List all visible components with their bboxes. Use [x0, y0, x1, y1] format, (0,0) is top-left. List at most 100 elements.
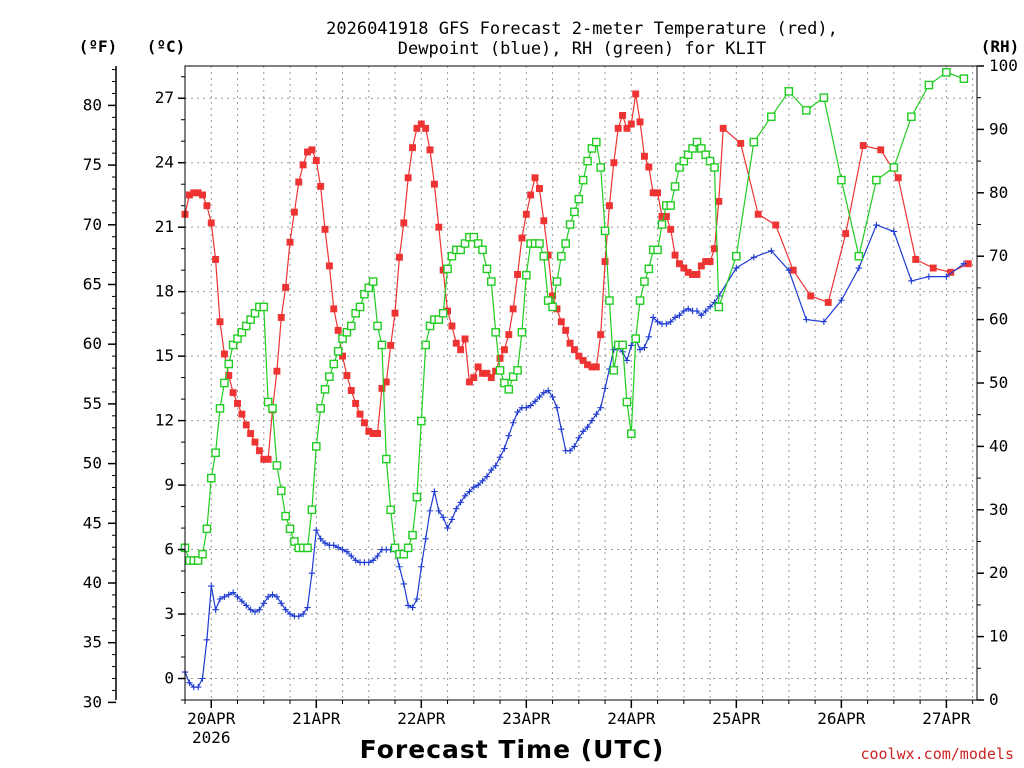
- relative-humidity-point: [508, 372, 518, 381]
- dewpoint-point: [566, 447, 574, 454]
- rh-tick-label: 30: [989, 500, 1008, 519]
- relative-humidity-point: [399, 549, 409, 559]
- relative-humidity-point: [211, 448, 220, 458]
- celsius-tick-label: 21: [155, 217, 174, 236]
- dewpoint-point: [514, 408, 521, 416]
- rh-tick-label: 100: [989, 56, 1018, 75]
- dewpoint-point: [960, 260, 968, 267]
- dewpoint-point: [330, 542, 337, 549]
- 2-meter-temperature-point: [295, 178, 303, 186]
- relative-humidity-point: [220, 378, 229, 388]
- relative-humidity-point: [491, 327, 500, 337]
- relative-humidity-point: [206, 473, 216, 483]
- 2-meter-temperature-point: [483, 369, 491, 377]
- celsius-tick-label: 27: [155, 88, 174, 107]
- dewpoint-point: [256, 606, 263, 613]
- dewpoint-point: [698, 312, 705, 319]
- relative-humidity-point: [959, 74, 969, 83]
- dewpoint-point: [348, 552, 355, 560]
- dewpoint-point: [208, 582, 215, 590]
- relative-humidity-point: [592, 137, 601, 147]
- relative-humidity-point: [500, 378, 509, 388]
- dewpoint-point: [264, 593, 272, 601]
- relative-humidity-point: [539, 251, 549, 261]
- dewpoint-point: [247, 606, 254, 613]
- fahrenheit-tick-label: 60: [83, 334, 102, 353]
- 2-meter-temperature-point: [562, 326, 570, 334]
- 2-meter-temperature-point: [636, 118, 644, 126]
- fahrenheit-tick-label: 50: [83, 454, 102, 473]
- relative-humidity-point: [198, 549, 207, 559]
- dewpoint-point: [404, 602, 412, 609]
- 2-meter-temperature-point: [496, 354, 504, 362]
- relative-humidity-point: [425, 321, 435, 331]
- dewpoint-point: [733, 264, 740, 272]
- relative-humidity-point: [557, 251, 566, 261]
- 2-meter-temperature-point: [842, 230, 850, 238]
- dewpoint-point: [212, 606, 219, 613]
- dewpoint-point: [186, 679, 193, 687]
- dewpoint-point: [654, 318, 661, 325]
- relative-humidity-point: [307, 505, 317, 515]
- dewpoint-point: [649, 314, 657, 321]
- 2-meter-temperature-point: [413, 124, 421, 132]
- 2-meter-temperature-point: [719, 124, 727, 132]
- dewpoint-point: [571, 443, 578, 450]
- relative-humidity-point: [600, 226, 610, 236]
- dewpoint-point: [413, 595, 421, 603]
- 2-meter-temperature-point: [654, 189, 662, 197]
- relative-humidity-point: [381, 454, 391, 464]
- 2-meter-temperature-point: [667, 225, 675, 233]
- relative-humidity-point: [605, 296, 614, 305]
- 2-meter-temperature-point: [229, 389, 237, 397]
- 2-meter-temperature-point: [614, 124, 622, 132]
- 2-meter-temperature-point: [435, 223, 443, 231]
- x-tick-sublabel: 2026: [192, 728, 231, 747]
- dewpoint-point: [418, 563, 425, 570]
- dewpoint-point: [645, 333, 653, 340]
- 2-meter-temperature-point: [199, 191, 206, 199]
- relative-humidity-point: [228, 340, 238, 350]
- relative-humidity-point: [456, 245, 465, 255]
- dewpoint-point: [750, 254, 758, 261]
- dewpoint-point: [457, 499, 464, 506]
- dewpoint-point: [531, 398, 539, 405]
- relative-humidity-point: [338, 334, 347, 343]
- relative-humidity-point: [268, 404, 277, 413]
- 2-meter-temperature-point: [859, 142, 867, 149]
- 2-meter-temperature-point: [645, 163, 653, 171]
- fahrenheit-tick-label: 45: [83, 513, 102, 532]
- relative-humidity-point: [486, 277, 496, 286]
- dewpoint-point: [343, 548, 351, 555]
- dewpoint-point: [334, 544, 342, 551]
- relative-humidity-point: [749, 137, 759, 147]
- celsius-tick-label: 15: [155, 346, 174, 365]
- 2-meter-temperature-point: [671, 251, 679, 259]
- x-axis-label: Forecast Time (UTC): [360, 735, 665, 764]
- relative-humidity-point: [351, 308, 360, 318]
- relative-humidity-point: [355, 302, 365, 312]
- relative-humidity-point: [653, 245, 662, 255]
- dewpoint-point: [426, 507, 434, 515]
- relative-humidity-point: [618, 340, 627, 350]
- x-tick-label: 27APR: [922, 709, 971, 728]
- dewpoint-point: [785, 266, 793, 274]
- dewpoint-point: [601, 385, 609, 392]
- relative-humidity-point: [872, 175, 881, 185]
- relative-humidity-point: [412, 492, 422, 502]
- dewpoint-point: [855, 264, 863, 272]
- dewpoint-point: [496, 453, 504, 461]
- dewpoint-point: [706, 303, 714, 310]
- 2-meter-temperature-point: [378, 384, 386, 392]
- relative-humidity-point: [802, 106, 811, 115]
- 2-meter-temperature-point: [277, 314, 285, 321]
- relative-humidity-point: [561, 239, 570, 248]
- 2-meter-temperature-point: [540, 217, 548, 225]
- 2-meter-temperature-point: [234, 399, 241, 407]
- relative-humidity-point: [443, 264, 452, 274]
- relative-humidity-point: [386, 505, 395, 515]
- celsius-tick-label: 3: [164, 604, 174, 623]
- dewpoint-point: [317, 535, 324, 543]
- dewpoint-point: [304, 604, 311, 611]
- 2-meter-temperature-point: [220, 350, 228, 358]
